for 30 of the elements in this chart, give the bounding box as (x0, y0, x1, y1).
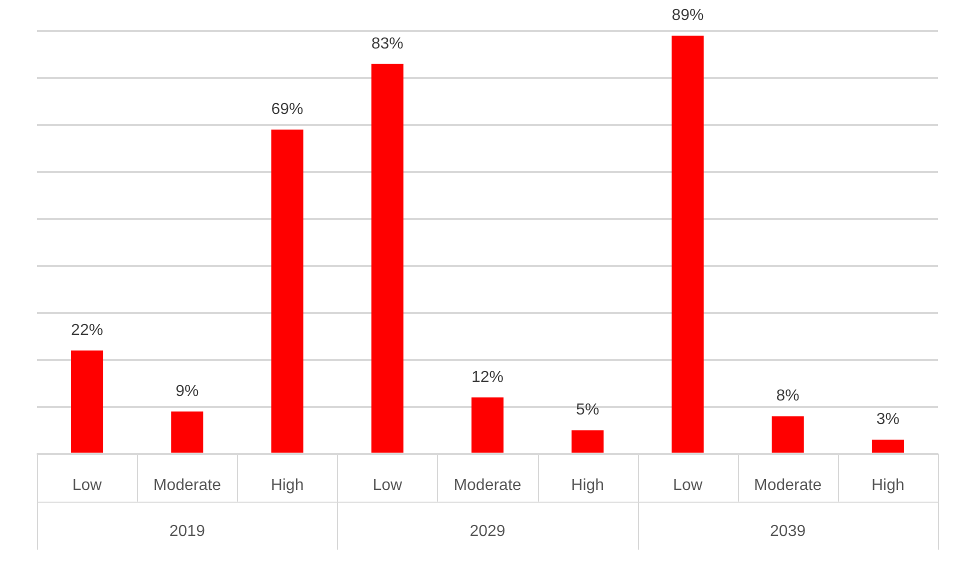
bar (71, 350, 104, 453)
data-label: 12% (471, 368, 504, 386)
x-tick-label: High (571, 476, 604, 494)
bar (471, 397, 504, 453)
bar (271, 130, 304, 453)
text: 2029 (470, 523, 506, 540)
text: 2019 (169, 523, 206, 540)
x-tick-label: Moderate (454, 476, 522, 494)
data-label: 5% (576, 402, 600, 419)
bar (872, 440, 904, 453)
x-tick-label: High (871, 476, 904, 494)
data-label: 89% (672, 7, 704, 24)
x-tick-label: Moderate (754, 476, 822, 494)
x-tick-label: Moderate (153, 476, 222, 494)
data-label: 83% (371, 35, 404, 52)
x-tick-label: Low (372, 476, 403, 494)
data-label: 9% (176, 382, 199, 400)
x-tick-label: Low (673, 476, 703, 494)
data-label: 3% (876, 411, 900, 428)
text: 2039 (770, 523, 806, 540)
data-label: 8% (776, 388, 800, 405)
x-tick-label: High (270, 476, 304, 494)
bar (572, 430, 604, 453)
x-tick-label: Low (72, 476, 102, 494)
bar (672, 36, 704, 453)
bar (371, 64, 404, 453)
data-label: 69% (271, 101, 304, 118)
bar (171, 412, 204, 453)
data-label: 22% (71, 322, 104, 339)
bar (772, 416, 804, 453)
